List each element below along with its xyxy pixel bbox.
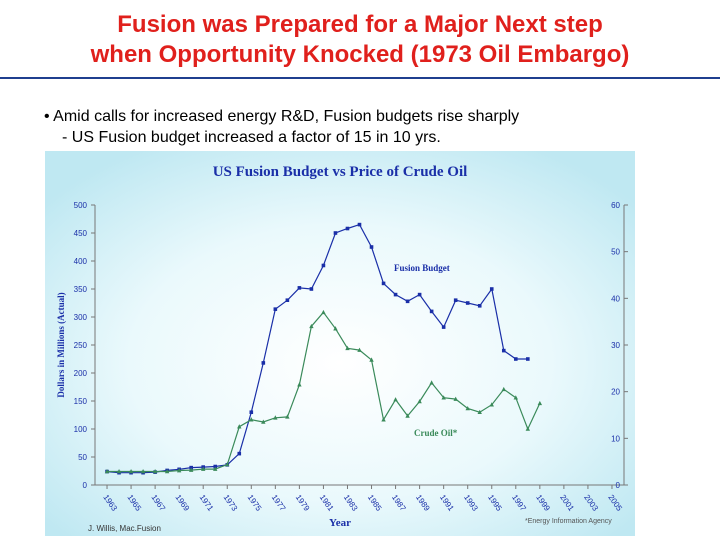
fusion-budget-point — [345, 226, 350, 231]
crude-oil-point — [381, 417, 386, 422]
y2-tick-label: 30 — [611, 341, 620, 350]
crude-oil-point — [465, 405, 470, 411]
y-tick-label: 200 — [74, 369, 88, 378]
chart-background — [45, 151, 635, 536]
crude-oil-point — [285, 414, 290, 419]
fusion-budget-point — [249, 410, 254, 414]
crude-oil-point — [201, 466, 206, 471]
chart-panel: US Fusion Budget vs Price of Crude Oil 0 5… — [45, 151, 635, 536]
title-line-1: Fusion was Prepared for a Major Next ste… — [117, 11, 603, 38]
title-divider — [0, 77, 720, 79]
fusion-budget-point — [513, 357, 518, 361]
fusion-vs-oil-chart: US Fusion Budget vs Price of Crude Oil 0 5… — [45, 151, 635, 536]
fusion-budget-point — [477, 304, 482, 308]
crude-oil-point — [104, 468, 110, 474]
fusion-budget-point — [285, 298, 290, 302]
crude-oil-label: Crude Oil* — [414, 428, 458, 438]
fusion-budget-point — [333, 231, 338, 235]
fusion-budget-point — [321, 263, 326, 268]
y-tick-label: 100 — [74, 425, 88, 434]
fusion-budget-point — [489, 287, 494, 291]
crude-oil-point — [525, 426, 531, 431]
crude-oil-point — [225, 461, 230, 467]
crude-oil-point — [297, 382, 302, 387]
y2-tick-label: 0 — [616, 481, 621, 490]
y2-tick-label: 20 — [611, 388, 620, 397]
y-axis-label: Dollars in Millions (Actual) — [56, 292, 66, 397]
fusion-budget-point — [261, 361, 266, 365]
y2-tick-label: 50 — [611, 248, 620, 257]
crude-oil-point — [453, 396, 458, 401]
fusion-budget-point — [237, 451, 242, 456]
bullet-text: • Amid calls for increased energy R&D, F… — [44, 108, 520, 125]
crude-oil-point — [393, 397, 398, 402]
x-axis-label: Year — [329, 517, 351, 529]
y-tick-label: 450 — [74, 229, 88, 238]
crude-oil-point — [261, 419, 266, 424]
crude-oil-point — [417, 398, 422, 404]
fusion-budget-point — [465, 301, 470, 305]
fusion-budget-point — [213, 464, 218, 469]
crude-oil-point — [188, 467, 194, 472]
y2-tick-label: 10 — [611, 434, 620, 443]
crude-oil-point — [116, 468, 122, 474]
crude-oil-point — [249, 417, 254, 422]
crude-oil-point — [357, 347, 362, 352]
crude-oil-point — [164, 468, 170, 474]
y-tick-label: 500 — [74, 201, 88, 210]
crude-oil-point — [309, 323, 314, 329]
crude-oil-point — [513, 395, 518, 400]
crude-oil-point — [237, 424, 242, 429]
fusion-budget-point — [369, 245, 374, 249]
crude-oil-point — [140, 468, 146, 474]
crude-oil-point — [213, 466, 218, 471]
y-tick-label: 50 — [78, 453, 87, 462]
fusion-budget-point — [357, 222, 362, 227]
crude-oil-point — [405, 413, 410, 418]
crude-oil-point — [333, 326, 338, 331]
fusion-budget-point — [501, 348, 506, 353]
crude-oil-point — [152, 468, 158, 474]
y-tick-label: 350 — [74, 285, 88, 294]
fusion-budget-point — [453, 298, 458, 302]
fusion-budget-line — [106, 223, 528, 474]
sub-bullet-text: - US Fusion budget increased a factor of… — [62, 129, 441, 146]
crude-oil-point — [345, 345, 350, 351]
fusion-budget-point — [309, 287, 314, 291]
crude-oil-point — [128, 468, 134, 474]
crude-oil-point — [477, 409, 482, 414]
y-tick-label: 400 — [74, 257, 88, 266]
crude-oil-point — [429, 380, 434, 385]
fusion-budget-label: Fusion Budget — [394, 263, 450, 273]
y-tick-label: 150 — [74, 397, 88, 406]
fusion-budget-point — [381, 281, 386, 286]
slide-title: Fusion was Prepared for a Major Next ste… — [0, 10, 720, 70]
fusion-budget-point — [273, 307, 278, 311]
chart-title: US Fusion Budget vs Price of Crude Oil — [213, 164, 468, 180]
y-tick-label: 250 — [74, 341, 88, 350]
crude-oil-point — [489, 402, 494, 407]
fusion-budget-point — [429, 309, 434, 314]
y-tick-label: 300 — [74, 313, 88, 322]
crude-oil-point — [537, 400, 543, 406]
crude-oil-point — [441, 395, 446, 400]
crude-oil-point — [176, 468, 182, 473]
y-tick-label: 0 — [83, 481, 88, 490]
fusion-budget-point — [393, 292, 398, 297]
crude-oil-point — [501, 386, 506, 392]
fusion-budget-point — [441, 325, 446, 329]
author-credit: J. Willis, Mac.Fusion — [88, 524, 161, 533]
y2-tick-label: 40 — [611, 294, 620, 303]
crude-oil-point — [321, 309, 326, 315]
crude-oil-point — [369, 357, 374, 362]
fusion-budget-point — [417, 292, 422, 297]
fusion-budget-point — [526, 357, 530, 361]
fusion-budget-point — [297, 286, 302, 290]
crude-oil-point — [273, 415, 278, 420]
title-line-2: when Opportunity Knocked (1973 Oil Embar… — [90, 41, 630, 68]
y2-tick-label: 60 — [611, 201, 620, 210]
source-note: *Energy Information Agency — [525, 518, 612, 525]
fusion-budget-point — [405, 299, 410, 304]
